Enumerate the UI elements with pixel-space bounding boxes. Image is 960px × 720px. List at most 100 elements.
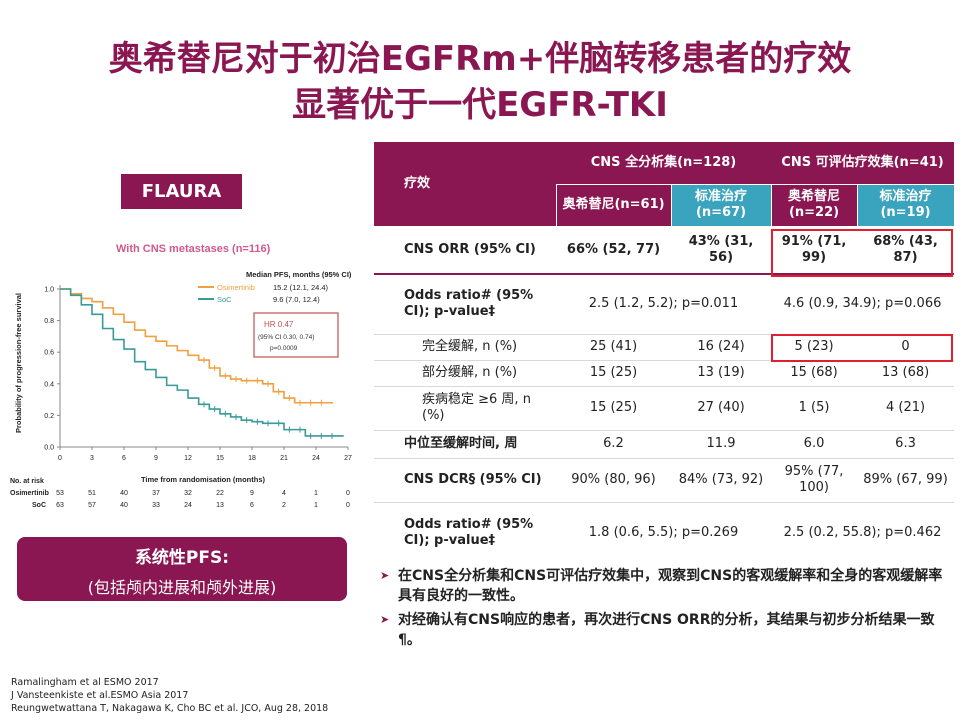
- y-axis-title: Probability of progression-free survival: [14, 293, 23, 433]
- references: Ramalingham et al ESMO 2017 J Vansteenki…: [11, 676, 328, 715]
- x-tick-label: 0: [58, 455, 62, 462]
- row-complete-response-label: 完全缓解, n (%): [374, 334, 556, 361]
- row-partial-response-label: 部分缓解, n (%): [374, 360, 556, 387]
- dcr-eval-osimertinib: 95% (77, 100): [771, 458, 858, 503]
- y-tick-label: 0.6: [44, 350, 54, 357]
- at-risk-label: No. at risk: [10, 478, 44, 485]
- sd-full-osimertinib: 15 (25): [556, 386, 671, 431]
- header-osimertinib-61: 奥希替尼(n=61): [555, 183, 672, 227]
- at-risk-count: 57: [88, 502, 96, 509]
- y-tick-label: 0.2: [44, 413, 54, 420]
- km-subtitle: With CNS metastases (n=116): [116, 243, 271, 255]
- km-chart: With CNS metastases (n=116) Median PFS, …: [10, 243, 352, 509]
- cns-orr-full-soc: 43% (31, 56): [671, 226, 772, 275]
- bullet-text-1: 在CNS全分析集和CNS可评估疗效集中，观察到CNS的客观缓解率和全身的客观缓解…: [398, 568, 943, 604]
- x-tick-label: 12: [184, 455, 192, 462]
- at-risk-count: 0: [346, 502, 350, 509]
- header-soc-19: 标准治疗(n=19): [856, 183, 955, 227]
- y-axis-label: Probability of progression-free survival: [14, 293, 23, 433]
- legend-osimertinib-value: 15.2 (12.1, 24.4): [273, 283, 329, 292]
- at-risk-count: 63: [56, 502, 64, 509]
- pfs-box-subtitle: (包括颅内进展和颅外进展): [87, 578, 277, 597]
- ttr-eval-osimertinib: 6.0: [771, 430, 858, 459]
- km-curve-soc: [60, 288, 344, 437]
- reference-3: Reungwetwattana T, Nakagawa K, Cho BC et…: [11, 703, 329, 714]
- arrow-icon: ➤: [380, 569, 390, 582]
- x-tick-label: 15: [216, 455, 224, 462]
- x-tick-label: 18: [248, 455, 256, 462]
- bullet-item: ➤ 对经确认有CNS响应的患者，再次进行CNS ORR的分析，其结果与初步分析结…: [378, 610, 948, 650]
- cr-eval-soc: 0: [857, 334, 955, 361]
- pr-full-soc: 13 (19): [671, 360, 772, 387]
- x-tick-label: 21: [280, 455, 288, 462]
- odds-ratio-1-full: 2.5 (1.2, 5.2); p=0.011: [556, 274, 772, 335]
- efficacy-table: 疗效 CNS 全分析集(n=128) CNS 可评估疗效集(n=41) 奥希替尼…: [374, 142, 955, 564]
- reference-1: Ramalingham et al ESMO 2017: [11, 677, 159, 688]
- ttr-full-soc: 11.9: [671, 430, 772, 459]
- at-risk-count: 37: [152, 490, 160, 497]
- page-title-line1: 奥希替尼对于初治EGFRm+伴脑转移患者的疗效: [108, 39, 852, 79]
- at-risk-count: 40: [120, 490, 128, 497]
- sd-full-soc: 27 (40): [671, 386, 772, 431]
- header-cns-evaluable-set: CNS 可评估疗效集(n=41): [771, 142, 955, 184]
- at-risk-count: 51: [88, 490, 96, 497]
- x-tick-label: 6: [122, 455, 126, 462]
- at-risk-count: 1: [314, 502, 318, 509]
- at-risk-soc-name: SoC: [32, 502, 46, 509]
- legend-soc-name: SoC: [217, 295, 232, 304]
- sd-eval-soc: 4 (21): [857, 386, 955, 431]
- cns-orr-eval-soc: 68% (43, 87): [857, 226, 955, 275]
- at-risk-count: 13: [216, 502, 224, 509]
- row-stable-disease-label: 疾病稳定 ≥6 周, n (%): [374, 386, 556, 431]
- at-risk-count: 53: [56, 490, 64, 497]
- row-time-to-response-label: 中位至缓解时间, 周: [374, 430, 556, 459]
- flaura-badge: FLAURA: [121, 174, 242, 209]
- pr-eval-osimertinib: 15 (68): [771, 360, 858, 387]
- dcr-full-soc: 84% (73, 92): [671, 458, 772, 503]
- cr-full-soc: 16 (24): [671, 334, 772, 361]
- header-efficacy: 疗效: [374, 142, 556, 226]
- dcr-eval-soc: 89% (67, 99): [857, 458, 955, 503]
- at-risk-osimertinib-name: Osimertinib: [10, 490, 49, 497]
- at-risk-count: 32: [184, 490, 192, 497]
- at-risk-count: 40: [120, 502, 128, 509]
- y-tick-label: 0.4: [44, 381, 54, 388]
- header-soc-67: 标准治疗(n=67): [670, 183, 772, 227]
- pr-full-osimertinib: 15 (25): [556, 360, 671, 387]
- cns-orr-eval-osimertinib: 91% (71, 99): [771, 226, 858, 275]
- page-title-line2: 显著优于一代EGFR-TKI: [292, 85, 668, 125]
- at-risk-count: 9: [250, 490, 254, 497]
- at-risk-count: 4: [282, 490, 286, 497]
- at-risk-count: 0: [346, 490, 350, 497]
- row-cns-orr-label: CNS ORR (95% CI): [374, 226, 556, 275]
- sd-eval-osimertinib: 1 (5): [771, 386, 858, 431]
- legend-soc-value: 9.6 (7.0, 12.4): [273, 295, 320, 304]
- bullet-item: ➤ 在CNS全分析集和CNS可评估疗效集中，观察到CNS的客观缓解率和全身的客观…: [378, 566, 948, 606]
- at-risk-count: 33: [152, 502, 160, 509]
- at-risk-count: 2: [282, 502, 286, 509]
- pfs-box-title: 系统性PFS:: [134, 548, 230, 568]
- reference-2: J Vansteenkiste et al.ESMO Asia 2017: [11, 690, 189, 701]
- arrow-icon: ➤: [380, 613, 390, 626]
- dcr-full-osimertinib: 90% (80, 96): [556, 458, 671, 503]
- odds-ratio-2-eval: 2.5 (0.2, 55.8); p=0.462: [783, 525, 942, 541]
- hr-box: [253, 312, 339, 358]
- header-osimertinib-22: 奥希替尼(n=22): [770, 183, 858, 227]
- cr-eval-osimertinib: 5 (23): [771, 334, 858, 361]
- at-risk-count: 6: [250, 502, 254, 509]
- hr-p: p=0.0009: [270, 345, 298, 352]
- hr-ci: (95% CI 0.30, 0.74): [258, 334, 314, 341]
- x-tick-label: 27: [344, 455, 352, 462]
- cns-orr-full-osimertinib: 66% (52, 77): [556, 226, 671, 275]
- systemic-pfs-box: 系统性PFS: (包括颅内进展和颅外进展): [17, 537, 347, 601]
- row-odds-ratio-1-label: Odds ratio# (95% CI); p-value‡: [374, 274, 556, 335]
- row-cns-dcr-label: CNS DCR§ (95% CI): [374, 458, 556, 503]
- y-tick-label: 1.0: [44, 287, 54, 294]
- ttr-full-osimertinib: 6.2: [556, 430, 671, 459]
- at-risk-count: 22: [216, 490, 224, 497]
- x-tick-label: 24: [312, 455, 320, 462]
- legend-osimertinib-name: Osimertinib: [217, 283, 255, 292]
- y-tick-label: 0.8: [44, 318, 54, 325]
- pr-eval-soc: 13 (68): [857, 360, 955, 387]
- x-tick-label: 9: [154, 455, 158, 462]
